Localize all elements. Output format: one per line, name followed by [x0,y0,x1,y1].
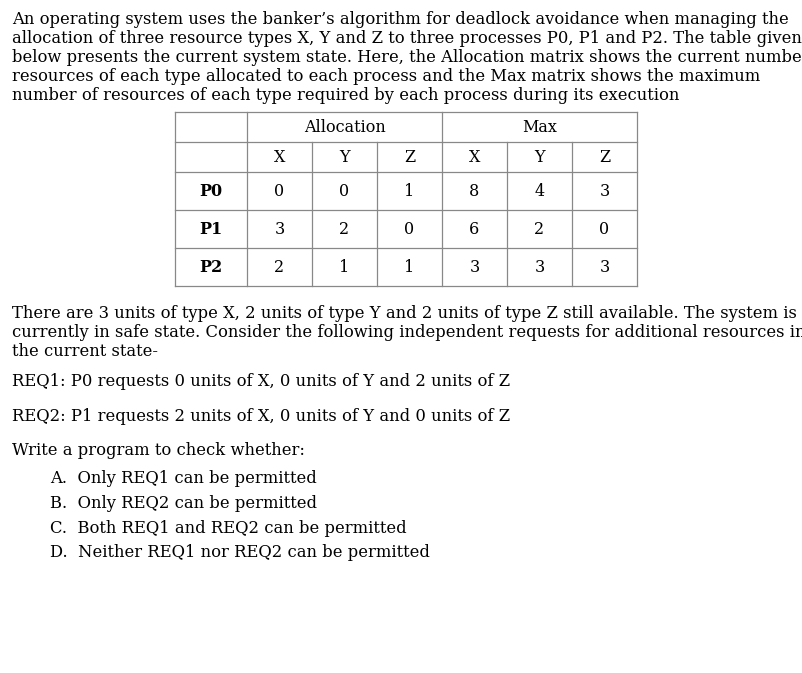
Text: 6: 6 [469,221,479,238]
Text: 4: 4 [534,182,544,199]
Text: 0: 0 [598,221,609,238]
Text: D.  Neither REQ1 nor REQ2 can be permitted: D. Neither REQ1 nor REQ2 can be permitte… [50,544,429,561]
Text: 2: 2 [339,221,349,238]
Text: X: X [468,149,480,166]
Text: allocation of three resource types X, Y and Z to three processes P0, P1 and P2. : allocation of three resource types X, Y … [12,30,801,47]
Text: A.  Only REQ1 can be permitted: A. Only REQ1 can be permitted [50,470,316,487]
Text: 1: 1 [404,258,414,275]
Text: below presents the current system state. Here, the Allocation matrix shows the c: below presents the current system state.… [12,49,802,66]
Text: 0: 0 [274,182,284,199]
Text: P1: P1 [199,221,222,238]
Text: 3: 3 [598,182,609,199]
Text: Max: Max [521,118,557,135]
Text: currently in safe state. Consider the following independent requests for additio: currently in safe state. Consider the fo… [12,324,802,341]
Text: 3: 3 [598,258,609,275]
Text: C.  Both REQ1 and REQ2 can be permitted: C. Both REQ1 and REQ2 can be permitted [50,520,406,536]
Text: 8: 8 [469,182,479,199]
Text: P0: P0 [199,182,222,199]
Text: An operating system uses the banker’s algorithm for deadlock avoidance when mana: An operating system uses the banker’s al… [12,11,788,28]
Text: 2: 2 [274,258,284,275]
Text: 0: 0 [404,221,414,238]
Text: Write a program to check whether:: Write a program to check whether: [12,441,305,459]
Text: the current state-: the current state- [12,343,158,360]
Text: There are 3 units of type X, 2 units of type Y and 2 units of type Z still avail: There are 3 units of type X, 2 units of … [12,305,796,322]
Text: number of resources of each type required by each process during its execution: number of resources of each type require… [12,87,678,104]
Text: REQ2: P1 requests 2 units of X, 0 units of Y and 0 units of Z: REQ2: P1 requests 2 units of X, 0 units … [12,408,509,425]
Text: Z: Z [598,149,610,166]
Text: 3: 3 [274,221,284,238]
Text: REQ1: P0 requests 0 units of X, 0 units of Y and 2 units of Z: REQ1: P0 requests 0 units of X, 0 units … [12,374,509,390]
Text: 3: 3 [469,258,479,275]
Text: 2: 2 [534,221,544,238]
Text: resources of each type allocated to each process and the Max matrix shows the ma: resources of each type allocated to each… [12,68,759,85]
Text: Allocation: Allocation [303,118,385,135]
Text: X: X [273,149,285,166]
Text: Y: Y [533,149,544,166]
Text: 0: 0 [339,182,349,199]
Text: 1: 1 [404,182,414,199]
Text: B.  Only REQ2 can be permitted: B. Only REQ2 can be permitted [50,495,317,512]
Text: Y: Y [338,149,350,166]
Text: 1: 1 [339,258,349,275]
Text: Z: Z [403,149,415,166]
Text: P2: P2 [199,258,222,275]
Text: 3: 3 [533,258,544,275]
